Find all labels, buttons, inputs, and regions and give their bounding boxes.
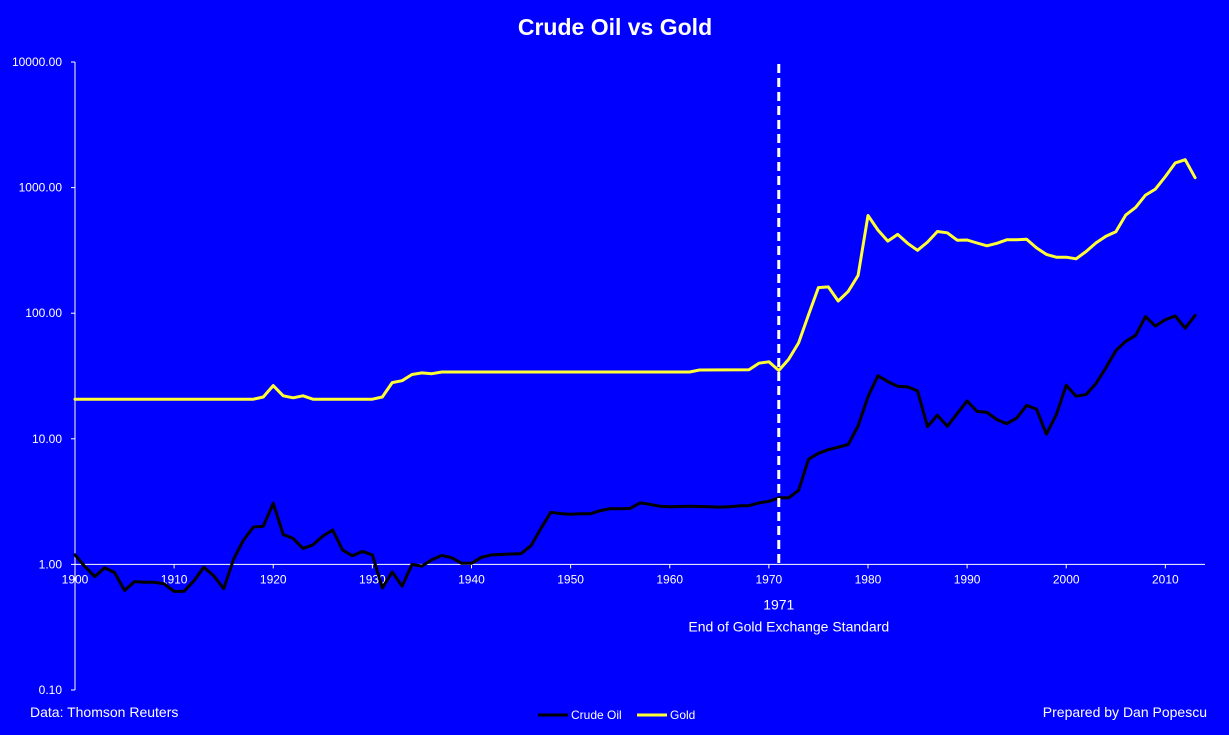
legend: Crude Oil Gold: [538, 708, 695, 722]
axes: [74, 62, 1205, 690]
x-tick-label: 1920: [260, 572, 287, 586]
x-tick-label: 1970: [756, 572, 783, 586]
annotation-label: End of Gold Exchange Standard: [688, 618, 889, 634]
x-tick-label: 1940: [458, 572, 485, 586]
crude-oil-line: [73, 313, 1197, 593]
x-tick-label: 1950: [557, 572, 584, 586]
y-tick-label: 10000.00: [12, 55, 62, 69]
legend-gold-label: Gold: [670, 708, 695, 722]
annotation: 1971 End of Gold Exchange Standard: [688, 64, 889, 634]
y-tick-label: 1.00: [39, 557, 63, 571]
x-tick-label: 1980: [855, 572, 882, 586]
x-tick-label: 1990: [954, 572, 981, 586]
y-tick-label: 10.00: [32, 432, 62, 446]
y-tick-label: 100.00: [25, 306, 62, 320]
data-source-note: Data: Thomson Reuters: [30, 704, 179, 720]
legend-oil-label: Crude Oil: [571, 708, 622, 722]
x-tick-label: 2010: [1152, 572, 1179, 586]
y-tick-label: 0.10: [39, 683, 63, 697]
x-tick-label: 1910: [161, 572, 188, 586]
gold-line: [73, 158, 1197, 401]
series: [73, 158, 1197, 593]
x-tick-label: 2000: [1053, 572, 1080, 586]
x-tick-label: 1900: [62, 572, 89, 586]
x-tick-label: 1960: [656, 572, 683, 586]
annotation-year-label: 1971: [763, 596, 794, 612]
y-tick-label: 1000.00: [19, 181, 63, 195]
prepared-by-note: Prepared by Dan Popescu: [1042, 704, 1207, 720]
x-axis-ticks: 1900 1910 1920 1930 1940 1950 1960 1970 1980 1990…: [62, 564, 1179, 586]
chart-title: Crude Oil vs Gold: [518, 14, 712, 40]
y-axis-ticks: 0.10 1.00 10.00 100.00 1000.00 10000.00: [12, 55, 75, 697]
